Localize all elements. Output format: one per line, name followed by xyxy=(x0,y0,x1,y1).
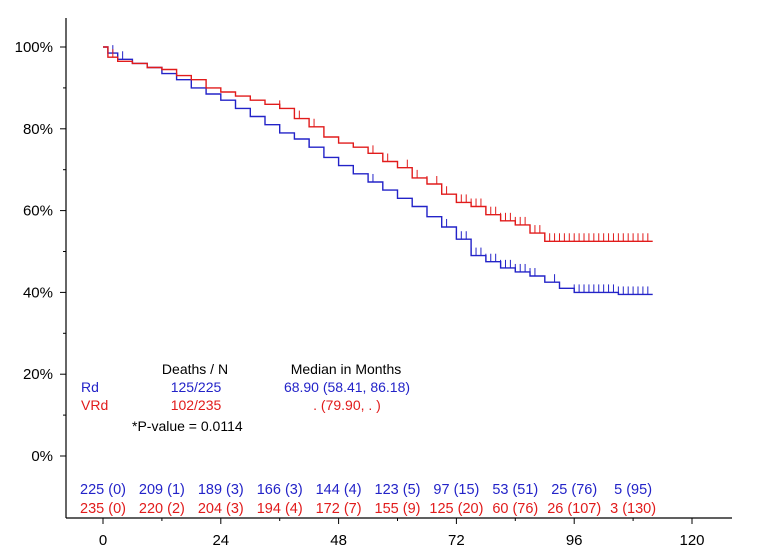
at-risk-value: 26 (107) xyxy=(547,501,601,517)
series-line-vrd xyxy=(103,46,653,242)
x-tick-label: 120 xyxy=(679,532,704,549)
x-tick-label: 24 xyxy=(212,532,229,549)
at-risk-value: 204 (3) xyxy=(198,501,244,517)
x-tick-label: 0 xyxy=(99,532,107,549)
at-risk-value: 220 (2) xyxy=(139,501,185,517)
at-risk-value: 53 (51) xyxy=(492,482,538,498)
series-layer xyxy=(103,45,653,296)
at-risk-value: 189 (3) xyxy=(198,482,244,498)
stats-vrd-deaths: 102/235 xyxy=(171,397,222,413)
at-risk-value: 25 (76) xyxy=(551,482,597,498)
y-tick-label: 40% xyxy=(23,284,53,301)
y-tick-label: 0% xyxy=(31,448,53,465)
at-risk-value: 166 (3) xyxy=(257,482,303,498)
stats-header-deaths: Deaths / N xyxy=(162,361,228,377)
stats-table: Deaths / N Median in Months Rd 125/225 6… xyxy=(81,361,410,434)
stats-vrd-label: VRd xyxy=(81,397,108,413)
at-risk-value: 125 (20) xyxy=(429,501,483,517)
at-risk-value: 123 (5) xyxy=(375,482,421,498)
y-tick-label: 60% xyxy=(23,203,53,220)
stats-header-median: Median in Months xyxy=(291,361,402,377)
at-risk-value: 97 (15) xyxy=(433,482,479,498)
p-value: *P-value = 0.0114 xyxy=(132,418,243,434)
y-tick-label: 100% xyxy=(15,39,53,56)
at-risk-value: 194 (4) xyxy=(257,501,303,517)
stats-rd-median: 68.90 (58.41, 86.18) xyxy=(284,379,410,395)
x-tick-label: 96 xyxy=(566,532,583,549)
at-risk-value: 172 (7) xyxy=(316,501,362,517)
at-risk-value: 225 (0) xyxy=(80,482,126,498)
at-risk-value: 60 (76) xyxy=(492,501,538,517)
at-risk-value: 155 (9) xyxy=(375,501,421,517)
y-tick-label: 20% xyxy=(23,366,53,383)
at-risk-value: 5 (95) xyxy=(614,482,652,498)
x-tick-label: 48 xyxy=(330,532,347,549)
stats-rd-deaths: 125/225 xyxy=(171,379,222,395)
at-risk-value: 235 (0) xyxy=(80,501,126,517)
at-risk-value: 3 (130) xyxy=(610,501,656,517)
stats-rd-label: Rd xyxy=(81,379,99,395)
stats-vrd-median: . (79.90, . ) xyxy=(313,397,381,413)
at-risk-value: 209 (1) xyxy=(139,482,185,498)
y-tick-label: 80% xyxy=(23,121,53,138)
series-line-rd xyxy=(103,46,653,296)
x-tick-label: 72 xyxy=(448,532,465,549)
at-risk-value: 144 (4) xyxy=(316,482,362,498)
